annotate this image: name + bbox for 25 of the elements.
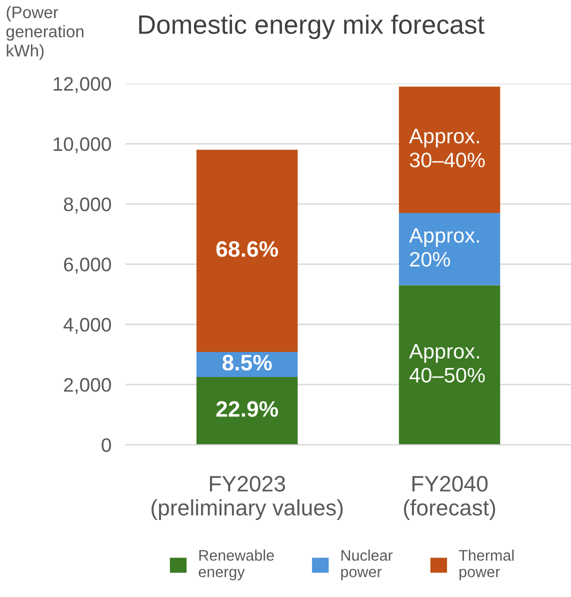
y-tick-label: 0 (102, 438, 111, 452)
annotation: 68.6% (216, 241, 278, 257)
annotation: Approx. 30–40% (409, 128, 485, 168)
annotation: 22.9% (216, 401, 278, 417)
annotation: 8.5% (222, 354, 272, 371)
annotation: Approx. 20% (409, 228, 479, 267)
legend-label: Nuclear power (341, 550, 393, 580)
legend-label: Thermal power (458, 550, 514, 580)
y-tick-label: 12,000 (54, 77, 111, 94)
chart-title: Domestic energy mix forecast (139, 14, 484, 40)
y-axis-title: (Power generation kWh) (6, 6, 84, 60)
bar (196, 150, 298, 352)
y-tick-label: 8,000 (64, 197, 111, 214)
bar (398, 213, 500, 286)
y-tick-label: 2,000 (64, 378, 111, 394)
x-tick-label: FY2040 (forecast) (404, 476, 496, 520)
annotation: Approx. 40–50% (409, 344, 485, 383)
x-tick-label: FY2023 (preliminary values) (152, 476, 343, 520)
bar (398, 86, 500, 214)
y-tick-label: 4,000 (64, 318, 111, 334)
legend-label: Renewable energy (198, 550, 274, 580)
y-tick-label: 6,000 (64, 258, 111, 274)
bar (398, 285, 500, 445)
y-tick-label: 10,000 (54, 137, 111, 154)
bar (196, 377, 298, 445)
